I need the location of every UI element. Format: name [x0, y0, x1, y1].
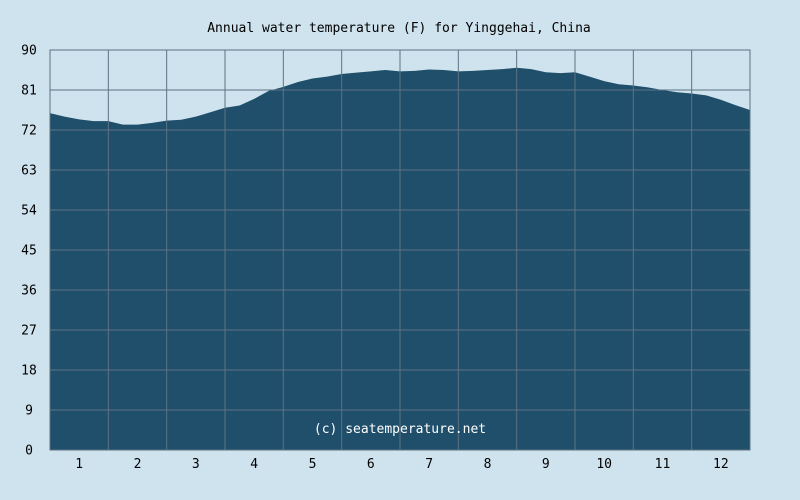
watermark: (c) seatemperature.net — [314, 422, 486, 437]
y-tick-label: 72 — [21, 124, 37, 139]
x-tick-label: 4 — [250, 457, 258, 472]
y-tick-label: 18 — [21, 364, 37, 379]
plot-border — [49, 49, 751, 451]
x-tick-label: 7 — [425, 457, 433, 472]
y-tick-label: 36 — [21, 284, 37, 299]
x-tick-label: 1 — [75, 457, 83, 472]
grid-lines — [50, 50, 750, 450]
x-tick-label: 6 — [367, 457, 375, 472]
y-tick-label: 54 — [21, 204, 37, 219]
y-tick-label: 90 — [21, 44, 37, 59]
x-tick-label: 8 — [484, 457, 492, 472]
x-tick-label: 5 — [309, 457, 317, 472]
y-tick-label: 63 — [21, 164, 37, 179]
y-tick-label: 0 — [25, 444, 33, 459]
y-axis-ticks: 0 9 18 27 36 45 54 63 72 81 90 — [21, 44, 37, 459]
chart-title: Annual water temperature (F) for Yinggeh… — [207, 21, 591, 36]
y-tick-label: 81 — [21, 84, 37, 99]
x-tick-label: 10 — [596, 457, 612, 472]
y-tick-label: 45 — [21, 244, 37, 259]
y-tick-label: 9 — [25, 404, 33, 419]
x-tick-label: 2 — [134, 457, 142, 472]
y-tick-label: 27 — [21, 324, 37, 339]
x-tick-label: 11 — [655, 457, 671, 472]
x-tick-label: 9 — [542, 457, 550, 472]
x-axis-ticks: 1 2 3 4 5 6 7 8 9 10 11 12 — [75, 457, 728, 472]
x-tick-label: 3 — [192, 457, 200, 472]
x-tick-label: 12 — [713, 457, 729, 472]
